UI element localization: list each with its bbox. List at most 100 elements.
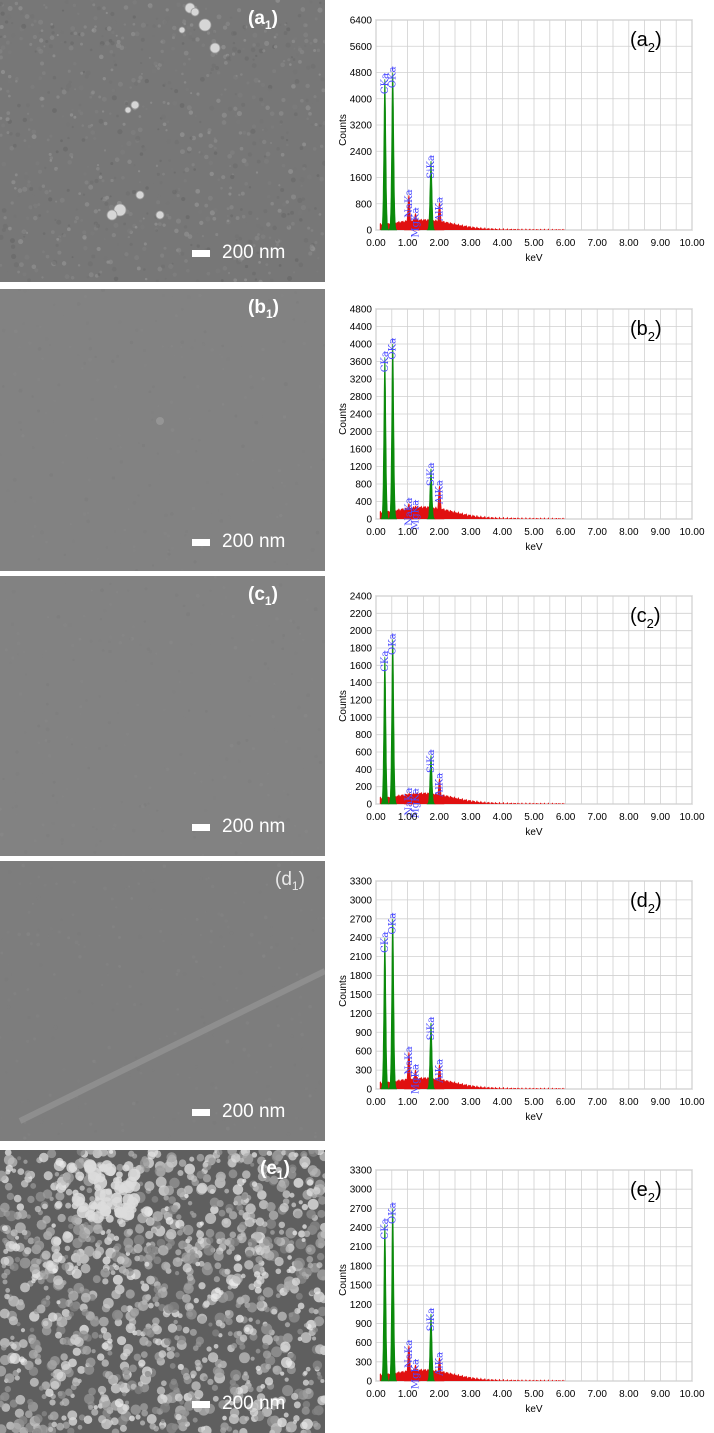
- y-axis-label: Counts: [338, 114, 349, 146]
- peak-oka: [388, 72, 398, 231]
- x-tick-label: 5.00: [524, 527, 544, 538]
- x-tick-label: 7.00: [587, 1097, 607, 1108]
- x-tick-label: 3.00: [461, 527, 481, 538]
- y-tick-label: 4000: [350, 94, 373, 105]
- x-tick-label: 1.00: [398, 527, 418, 538]
- y-tick-label: 1000: [350, 713, 373, 724]
- eds-chart-c: CKa OKa NaKa MgKa SiKa AlKa 0 200 400 600 800 1000 1…: [330, 576, 714, 856]
- y-tick-label: 2700: [350, 914, 373, 925]
- x-tick-label: 2.00: [429, 1389, 449, 1400]
- peak-mgka: [410, 213, 421, 231]
- x-tick-label: 8.00: [619, 1389, 639, 1400]
- peak-label-cka: CKa: [380, 651, 391, 672]
- y-tick-label: 5600: [350, 42, 373, 53]
- y-tick-label: 800: [355, 730, 372, 741]
- scale-bar-line: [192, 823, 210, 831]
- y-tick-label: 3000: [350, 1185, 373, 1196]
- x-tick-label: 1.00: [398, 238, 418, 249]
- peak-label-oka: OKa: [388, 338, 399, 360]
- x-tick-label: 0.00: [366, 812, 386, 823]
- peak-oka: [388, 639, 398, 805]
- y-tick-label: 3300: [350, 1166, 373, 1177]
- y-tick-label: 0: [366, 1377, 372, 1388]
- peak-label-oka: OKa: [388, 633, 399, 655]
- spectrum-background: [379, 505, 566, 519]
- x-axis-label: keV: [525, 542, 543, 553]
- peak-label-oka: OKa: [388, 66, 399, 88]
- sem-micrograph: [0, 1150, 325, 1433]
- nanoparticle: [124, 106, 132, 114]
- y-tick-label: 4800: [350, 68, 373, 79]
- x-tick-label: 9.00: [651, 1389, 671, 1400]
- x-tick-label: 10.00: [679, 1097, 704, 1108]
- spectrum-background: [379, 1368, 566, 1381]
- peak-mgka: [410, 505, 421, 520]
- y-tick-label: 2400: [350, 147, 373, 158]
- x-tick-label: 0.00: [366, 527, 386, 538]
- x-tick-label: 5.00: [524, 1097, 544, 1108]
- x-axis-label: keV: [525, 1112, 543, 1123]
- x-tick-label: 2.00: [429, 238, 449, 249]
- y-tick-label: 800: [355, 480, 372, 491]
- sem-panel-label: (e1): [260, 1158, 290, 1182]
- x-tick-label: 6.00: [556, 1389, 576, 1400]
- x-tick-label: 7.00: [587, 527, 607, 538]
- x-tick-label: 7.00: [587, 812, 607, 823]
- y-tick-label: 600: [355, 1338, 372, 1349]
- scale-bar: 200 nm: [192, 1393, 285, 1415]
- y-tick-label: 3200: [350, 375, 373, 386]
- eds-chart-b: CKa OKa NaKa MgKa SiKa AlKa 0 400 800 1200 1600 200…: [330, 289, 714, 571]
- x-tick-label: 5.00: [524, 238, 544, 249]
- eds-chart-e: CKa OKa NaKa MgKa SiKa AlKa 0 300 600 900 1200 1500…: [330, 1150, 714, 1433]
- panel-letter: (b: [248, 297, 266, 318]
- scale-bar-text: 200 nm: [222, 816, 286, 837]
- peak-label-mgka: MgKa: [411, 500, 422, 530]
- panel-letter-close: ): [283, 1158, 290, 1179]
- x-tick-label: 7.00: [587, 1389, 607, 1400]
- scale-bar: 200 nm: [192, 242, 285, 264]
- panel-subscript: 1: [265, 306, 273, 321]
- y-tick-label: 800: [355, 199, 372, 210]
- peak-alka: [434, 778, 445, 805]
- sem-image-d: (d1) 200 nm: [0, 861, 325, 1141]
- scale-bar-text: 200 nm: [222, 1101, 286, 1122]
- peak-label-cka: CKa: [380, 73, 391, 94]
- panel-subscript: 1: [264, 593, 272, 608]
- peak-cka: [380, 357, 390, 520]
- panel-letter: (a: [248, 8, 265, 29]
- sem-micrograph: [0, 861, 325, 1141]
- peak-oka: [388, 918, 398, 1090]
- x-tick-label: 2.00: [429, 1097, 449, 1108]
- peak-label-naka: NaKa: [404, 498, 415, 526]
- y-tick-label: 300: [355, 1066, 372, 1077]
- spectrum-background: [379, 218, 566, 230]
- eds-chart-d: CKa OKa NaKa MgKa SiKa AlKa 0 300 600 900 1200 1500…: [330, 861, 714, 1141]
- scale-bar-line: [192, 249, 210, 257]
- peak-oka: [388, 343, 398, 520]
- y-tick-label: 2400: [350, 933, 373, 944]
- y-tick-label: 600: [355, 1047, 372, 1058]
- peak-sika: [426, 1022, 436, 1090]
- peak-label-mgka: MgKa: [411, 788, 422, 818]
- peak-label-sika: SiKa: [426, 1308, 437, 1332]
- peak-label-alka: AlKa: [435, 1352, 446, 1377]
- y-tick-label: 1600: [350, 661, 373, 672]
- y-tick-label: 3000: [350, 895, 373, 906]
- peak-sika: [426, 468, 436, 520]
- x-tick-label: 6.00: [556, 238, 576, 249]
- peak-sika: [426, 754, 436, 805]
- y-tick-label: 900: [355, 1028, 372, 1039]
- y-tick-label: 1400: [350, 678, 373, 689]
- y-tick-label: 2400: [350, 410, 373, 421]
- x-tick-label: 2.00: [429, 527, 449, 538]
- x-tick-label: 4.00: [493, 812, 513, 823]
- y-tick-label: 1200: [350, 462, 373, 473]
- x-tick-label: 10.00: [679, 238, 704, 249]
- y-tick-label: 2400: [350, 592, 373, 603]
- spectrum-background: [379, 791, 566, 804]
- nanoparticle: [190, 7, 200, 17]
- peak-label-oka: OKa: [388, 913, 399, 935]
- panel-letter: (c: [248, 584, 265, 605]
